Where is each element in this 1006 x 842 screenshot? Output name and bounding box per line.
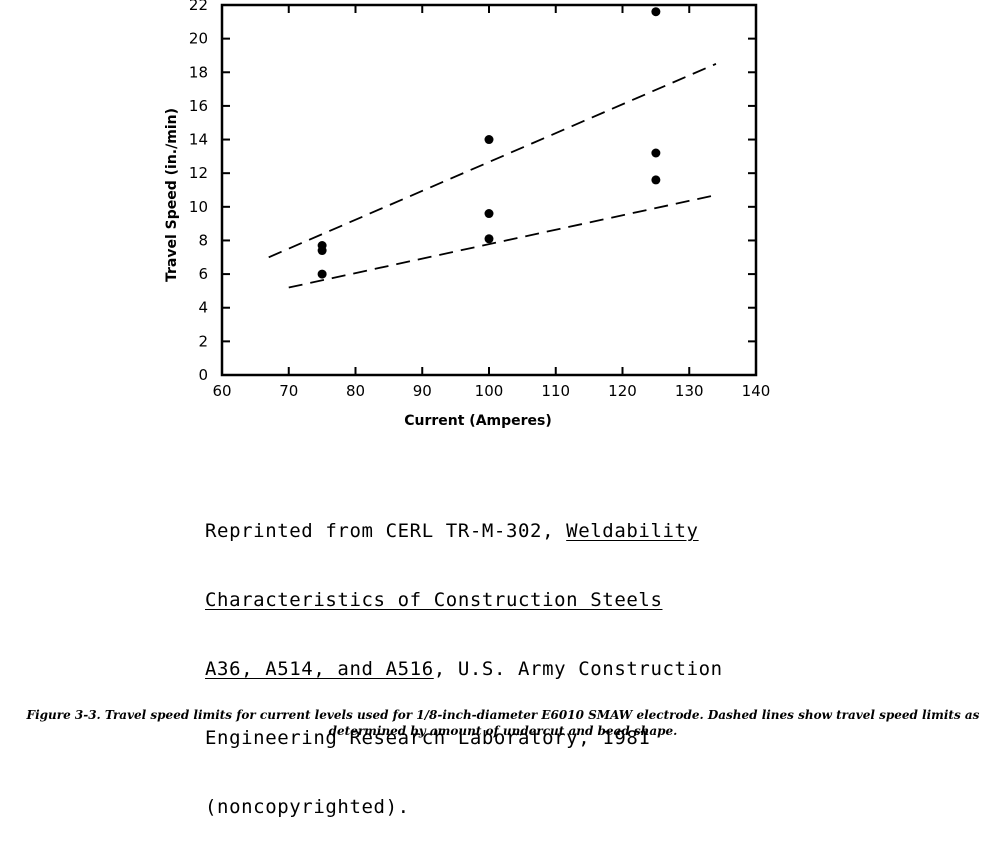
- caption-line: determined by amount of undercut and bea…: [328, 724, 678, 738]
- x-tick-label: 80: [346, 382, 365, 400]
- y-tick-label: 4: [198, 299, 208, 317]
- x-tick-label: 130: [675, 382, 704, 400]
- data-point: [317, 246, 327, 256]
- caption-line: Figure 3-3. Travel speed limits for curr…: [26, 708, 980, 722]
- data-point: [484, 234, 494, 244]
- y-tick-label: 16: [189, 97, 208, 115]
- x-tick-label: 100: [475, 382, 504, 400]
- x-tick-label: 90: [413, 382, 432, 400]
- y-tick-label: 10: [189, 198, 208, 216]
- reprint-notice: Reprinted from CERL TR-M-302, Weldabilit…: [205, 474, 845, 842]
- y-tick-label: 2: [198, 332, 208, 350]
- y-tick-label: 8: [198, 231, 208, 249]
- figure-caption: Figure 3-3. Travel speed limits for curr…: [0, 707, 1006, 739]
- limit-line: [288, 194, 717, 289]
- data-point: [484, 209, 494, 219]
- reprint-title-part: Characteristics of Construction Steels: [205, 589, 663, 611]
- reprint-title-part: Weldability: [566, 520, 699, 542]
- data-point: [651, 148, 661, 158]
- data-point: [651, 7, 661, 17]
- reprint-text: Reprinted from CERL TR-M-302,: [205, 520, 567, 542]
- reprint-text: (noncopyrighted).: [205, 796, 410, 818]
- y-tick-label: 18: [189, 63, 208, 81]
- limit-line: [268, 63, 717, 259]
- x-axis-label: Current (Amperes): [404, 413, 552, 429]
- reprint-text: Engineering Research Laboratory, 1981: [205, 727, 651, 749]
- x-tick-label: 60: [212, 382, 231, 400]
- x-tick-label: 70: [279, 382, 298, 400]
- y-axis-label: Travel Speed (in./min): [164, 108, 180, 282]
- y-tick-label: 0: [198, 366, 208, 384]
- x-tick-label: 140: [742, 382, 771, 400]
- y-tick-label: 6: [198, 265, 208, 283]
- x-tick-label: 110: [541, 382, 570, 400]
- reprint-title-part: A36, A514, and A516: [205, 658, 434, 680]
- data-point: [317, 269, 327, 279]
- chart: 60 70 80 90 100 110 120 130 140 0 2 4 6 8 10 12 14 16 18 20…: [164, 0, 770, 429]
- y-tick-label: 20: [189, 30, 208, 48]
- reprint-text: , U.S. Army Construction: [433, 658, 723, 680]
- y-tick-label: 14: [189, 131, 208, 149]
- y-tick-label: 12: [189, 164, 208, 182]
- x-tick-label: 120: [608, 382, 637, 400]
- plot-frame: [220, 3, 758, 377]
- data-point: [651, 175, 661, 185]
- plot-area: 60 70 80 90 100 110 120 130 140 0 2 4 6 8 10 12 14 16 18 20…: [189, 0, 770, 400]
- data-point: [484, 135, 494, 145]
- y-tick-label: 22: [189, 0, 208, 14]
